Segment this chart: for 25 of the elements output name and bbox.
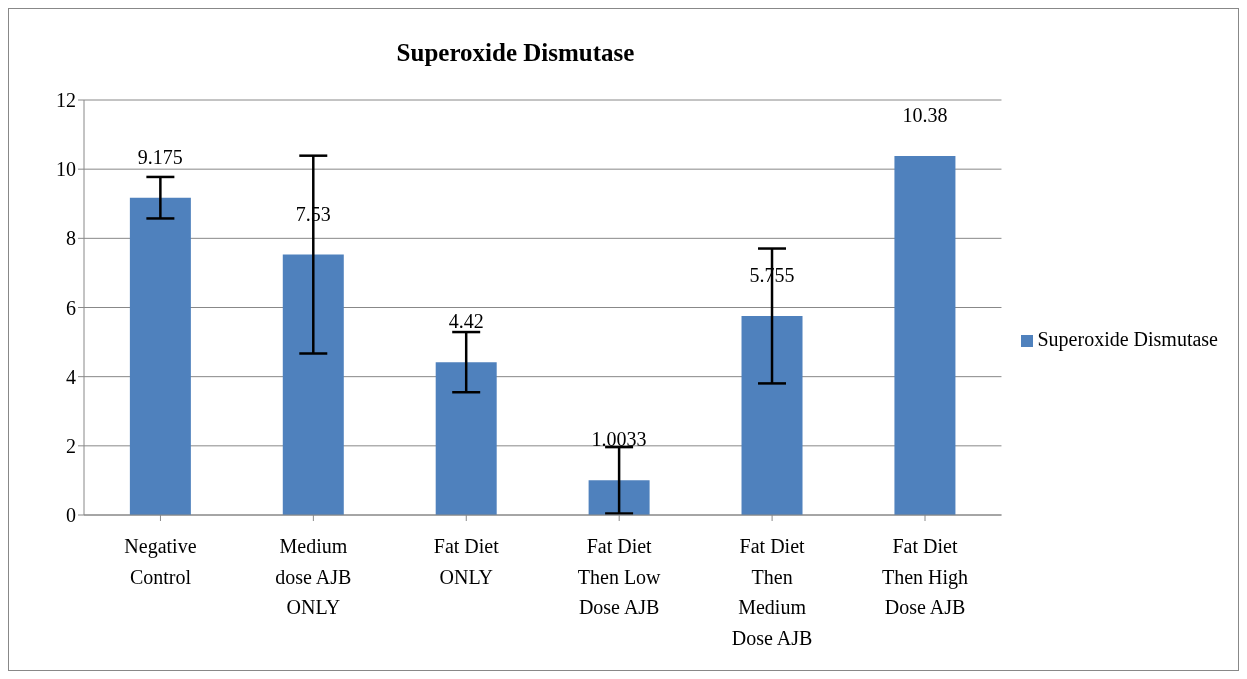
bar (435, 362, 497, 515)
x-tick-label: Fat Diet Then High Dose AJB (881, 535, 969, 618)
y-tick-label: 8 (66, 227, 76, 250)
y-tick-label: 2 (66, 434, 76, 457)
data-label: 4.42 (448, 310, 484, 333)
y-tick-label: 0 (66, 504, 76, 527)
y-tick-label: 10 (56, 158, 76, 181)
chart-title: Superoxide Dismutase (395, 39, 636, 67)
y-tick-label: 6 (66, 296, 76, 319)
bar (282, 254, 344, 515)
bar (741, 315, 803, 515)
x-tick-label: Fat Diet Then Low Dose AJB (577, 535, 662, 618)
x-tick-label: Fat Diet ONLY (433, 535, 500, 588)
y-tick-label: 12 (56, 89, 76, 112)
bar (129, 197, 191, 515)
y-tick-label: 4 (66, 365, 76, 388)
bar (588, 480, 650, 515)
x-tick-label: Fat Diet Then Medium Dose AJB (731, 535, 813, 649)
bar (894, 156, 956, 515)
data-label: 1.0033 (591, 428, 647, 451)
x-tick-label: Medium dose AJB ONLY (275, 535, 352, 618)
data-label: 10.38 (902, 104, 948, 127)
data-label: 9.175 (137, 145, 183, 168)
legend-label: Superoxide Dismutase (1037, 328, 1218, 350)
x-tick-label: Negative Control (124, 535, 197, 588)
